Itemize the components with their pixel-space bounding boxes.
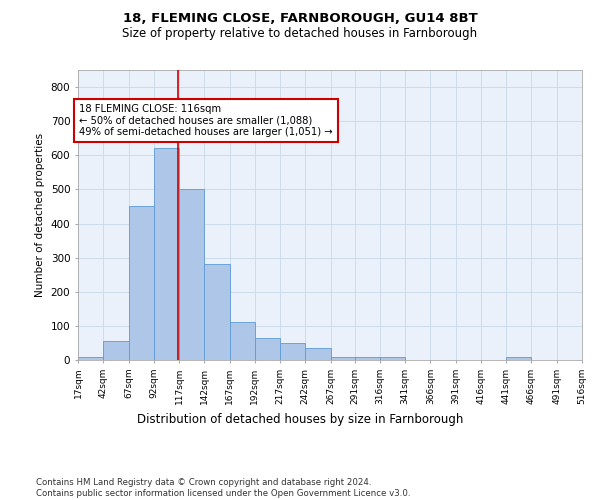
Bar (380, 356, 405, 360)
Text: Distribution of detached houses by size in Farnborough: Distribution of detached houses by size … (137, 412, 463, 426)
Bar (103, 341, 128, 360)
Bar (255, 338, 280, 360)
Bar (331, 356, 356, 360)
Bar (179, 190, 204, 360)
Bar (204, 264, 230, 360)
Bar (280, 343, 305, 360)
Bar (154, 148, 179, 360)
Bar (230, 322, 255, 360)
Bar (506, 356, 532, 360)
Text: Contains HM Land Registry data © Crown copyright and database right 2024.
Contai: Contains HM Land Registry data © Crown c… (36, 478, 410, 498)
Bar (128, 206, 154, 360)
Text: 18, FLEMING CLOSE, FARNBOROUGH, GU14 8BT: 18, FLEMING CLOSE, FARNBOROUGH, GU14 8BT (122, 12, 478, 26)
Bar (78, 356, 103, 360)
Bar (355, 356, 380, 360)
Text: 18 FLEMING CLOSE: 116sqm
← 50% of detached houses are smaller (1,088)
49% of sem: 18 FLEMING CLOSE: 116sqm ← 50% of detach… (79, 104, 332, 138)
Bar (305, 348, 331, 360)
Text: Size of property relative to detached houses in Farnborough: Size of property relative to detached ho… (122, 28, 478, 40)
Y-axis label: Number of detached properties: Number of detached properties (35, 133, 45, 297)
